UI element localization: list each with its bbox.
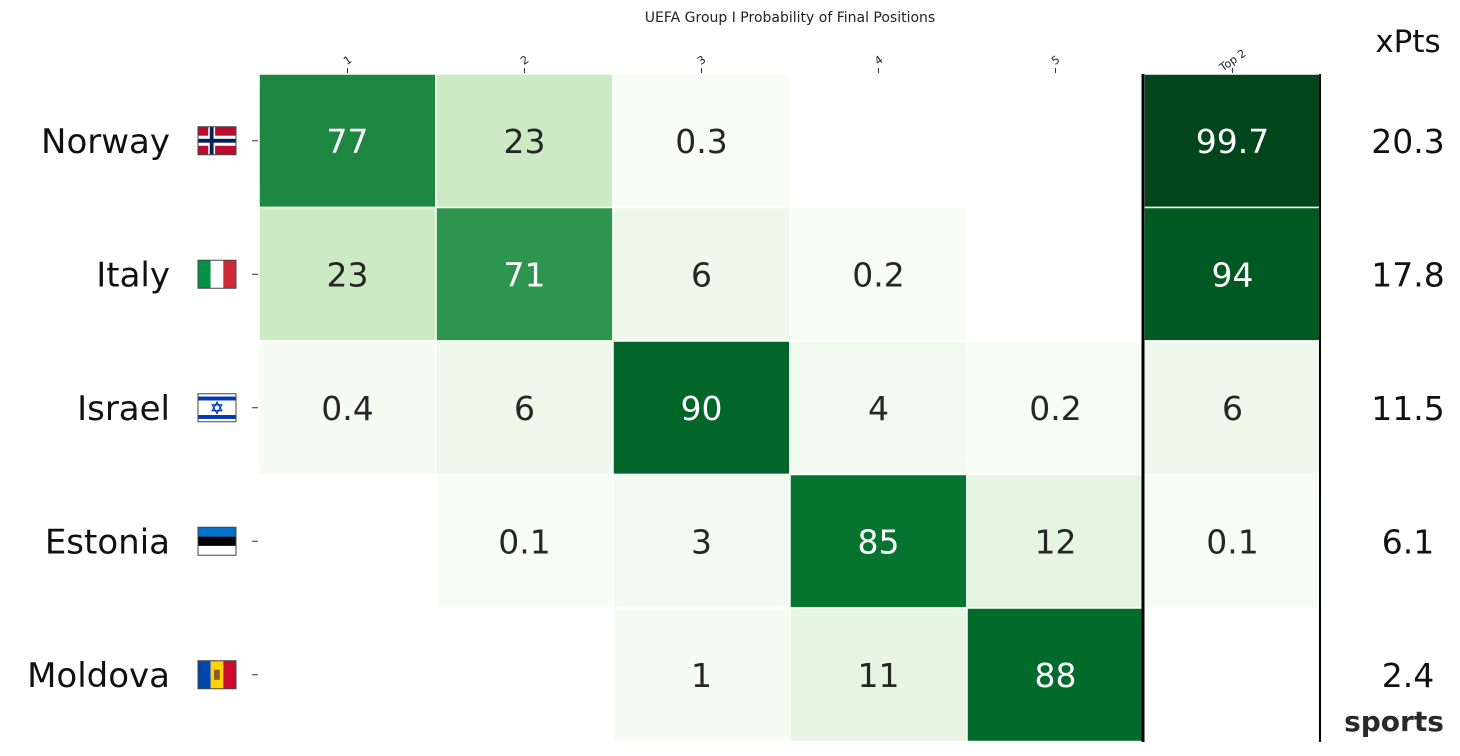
heatmap-cell: [789, 340, 968, 476]
cell-value-label: 11: [858, 656, 900, 695]
cell-value-label: 88: [1035, 656, 1077, 695]
column-tick-2: 2: [518, 53, 531, 68]
heatmap-cell: [612, 607, 791, 743]
cell-value-label: 0.2: [1029, 389, 1081, 428]
cell-value-label: 0.2: [852, 255, 904, 294]
cell-value-label: 4: [868, 389, 889, 428]
heatmap-cell: [435, 73, 614, 209]
cell-value-label: 12: [1035, 522, 1077, 561]
xpts-value: 2.4: [1382, 656, 1434, 695]
cell-value-label: 94: [1212, 255, 1254, 294]
xpts-value: 20.3: [1371, 122, 1444, 161]
row-label-moldova: Moldova: [27, 656, 170, 696]
column-tick-4: 4: [872, 53, 885, 68]
row-ticks: Norway Italy Israel Estonia Moldova: [27, 122, 258, 696]
row-label-italy: Italy: [96, 255, 170, 295]
cell-value-label: 1: [691, 656, 712, 695]
row-label-estonia: Estonia: [45, 522, 170, 562]
xpts-header: xPts: [1375, 24, 1440, 60]
brand-logo: sports: [1344, 705, 1444, 738]
column-ticks: 1 2 3 4 5 Top 2: [341, 47, 1248, 75]
heatmap-cell: [612, 473, 791, 609]
xpts-value: 6.1: [1382, 522, 1434, 561]
heatmap-cell: [258, 206, 437, 342]
column-tick-3: 3: [695, 53, 708, 68]
heatmap-cell: [612, 340, 791, 476]
cell-value-label: 77: [327, 122, 369, 161]
column-tick-5: 5: [1049, 53, 1062, 68]
heatmap-cell: [435, 206, 614, 342]
cell-value-label: 0.1: [1206, 522, 1258, 561]
heatmap-cell: [1143, 473, 1322, 609]
cell-value-label: 85: [858, 522, 900, 561]
cell-value-label: 6: [691, 255, 712, 294]
column-tick-1: 1: [341, 53, 354, 68]
team-flags: [197, 126, 237, 690]
cell-value-label: 0.1: [498, 522, 550, 561]
cell-value-label: 6: [1222, 389, 1243, 428]
norway-flag: [197, 126, 237, 156]
heatmap-cell: [789, 206, 968, 342]
cell-value-label: 90: [681, 389, 723, 428]
xpts-value: 17.8: [1371, 255, 1444, 294]
heatmap-cell: [789, 473, 968, 609]
heatmap-cell: [789, 607, 968, 743]
heatmap-cell: [258, 340, 437, 476]
row-label-norway: Norway: [41, 122, 170, 162]
cell-value-label: 23: [327, 255, 369, 294]
cell-value-label: 99.7: [1196, 122, 1269, 161]
heatmap-cell: [612, 73, 791, 209]
cell-value-label: 71: [504, 255, 546, 294]
cell-value-label: 23: [504, 122, 546, 161]
heatmap-cell: [966, 340, 1145, 476]
italy-flag: [197, 259, 237, 289]
heatmap-cell: [1143, 340, 1322, 476]
row-label-israel: Israel: [77, 389, 170, 429]
cell-labels: 77 23 0.3 99.7 23 71 6 0.2 94 0.4 6 90 4 0.2 6 0.1 3 85 12…: [321, 122, 1269, 695]
heatmap-cell: [966, 473, 1145, 609]
estonia-flag: [197, 526, 237, 556]
cell-value-label: 3: [691, 522, 712, 561]
heatmap-cell: [1143, 73, 1322, 209]
heatmap-cell: [258, 73, 437, 209]
israel-flag: [197, 393, 237, 423]
heatmap-cell: [435, 473, 614, 609]
xpts-value: 11.5: [1371, 389, 1444, 428]
moldova-flag: [197, 660, 237, 690]
xpts-column: xPts 20.3 17.8 11.5 6.1 2.4: [1371, 24, 1444, 695]
chart-title: UEFA Group I Probability of Final Positi…: [645, 10, 935, 26]
heatmap-cells: [258, 73, 1322, 743]
heatmap-cell: [966, 607, 1145, 743]
cell-value-label: 6: [514, 389, 535, 428]
cell-value-label: 0.3: [675, 122, 727, 161]
cell-value-label: 0.4: [321, 389, 373, 428]
